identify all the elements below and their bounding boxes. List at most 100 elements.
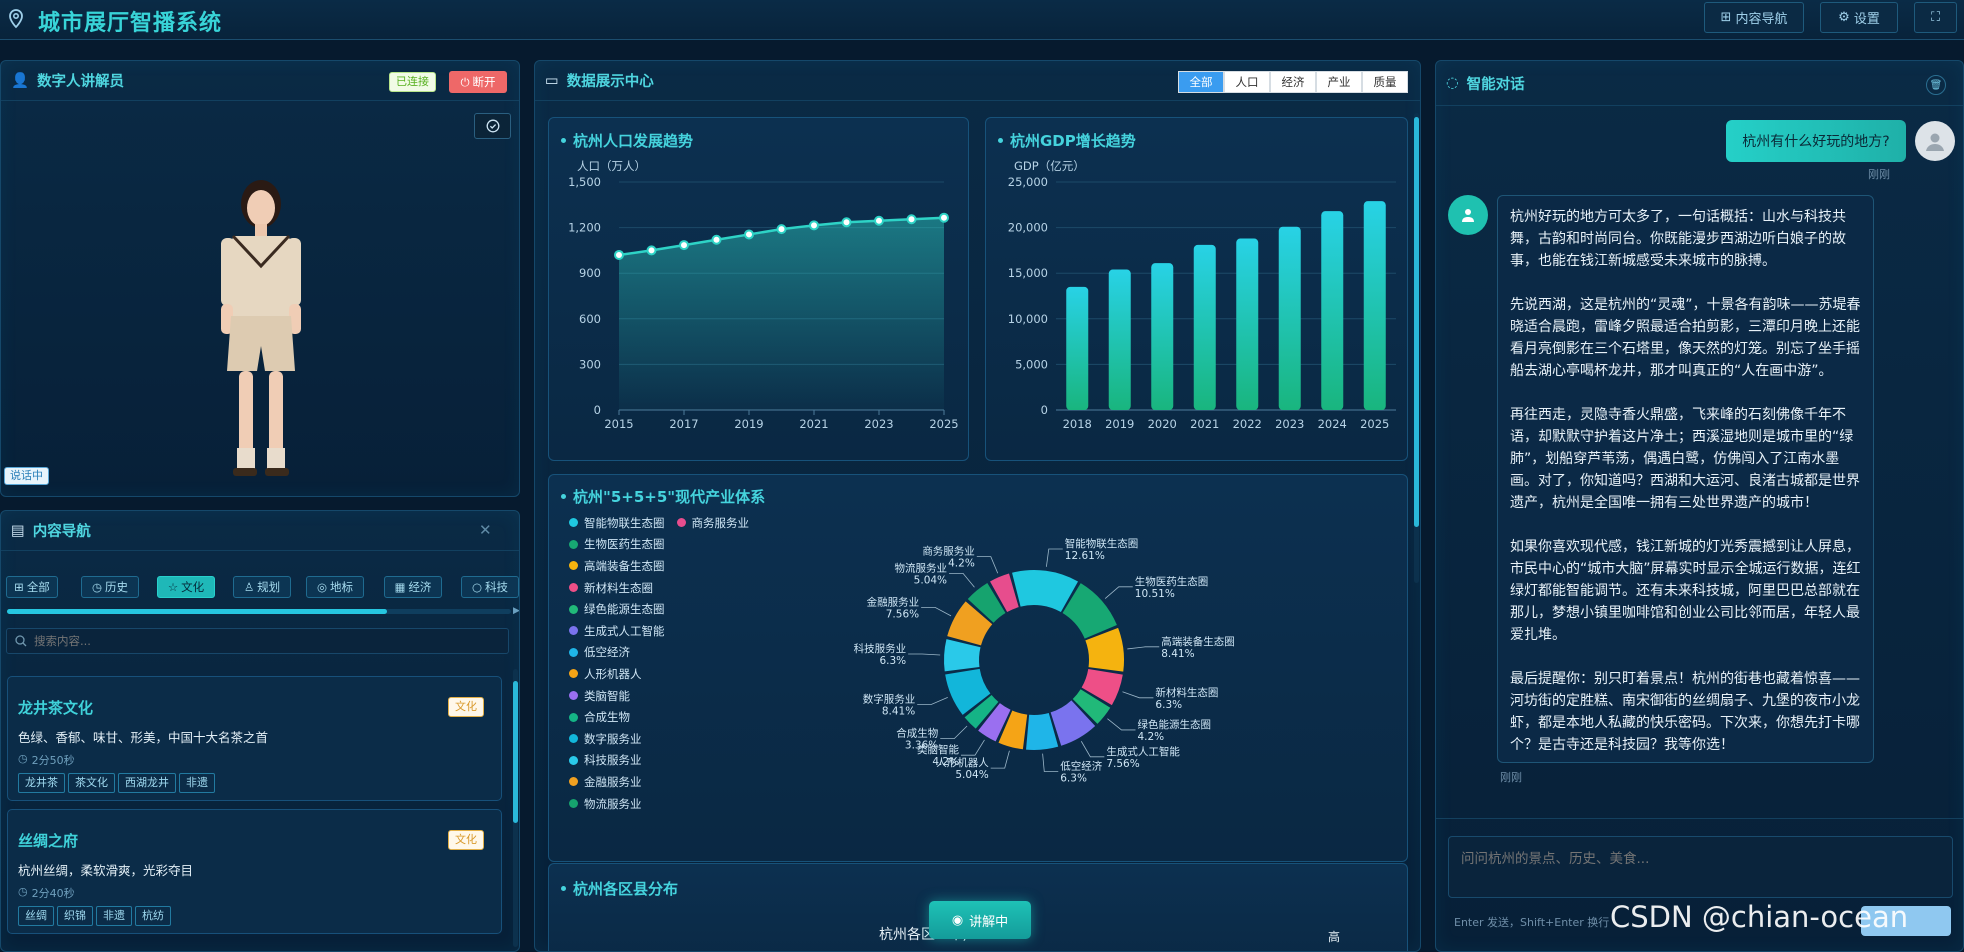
data-center-header: ▭ 数据展示中心 <box>535 61 1420 101</box>
clock-icon: ◷ <box>18 752 28 765</box>
slice-name-label: 数字服务业 <box>863 693 916 706</box>
slice-percent-label: 8.41% <box>1161 648 1194 660</box>
donut-slice <box>1050 700 1096 746</box>
data-filter-tab[interactable]: 质量 <box>1362 71 1408 93</box>
cards-scrollbar[interactable] <box>513 669 518 947</box>
slice-percent-label: 8.41% <box>882 706 915 718</box>
presenter-title: 数字人讲解员 <box>37 74 125 90</box>
clear-chat-button[interactable]: 🗑 <box>1926 75 1946 95</box>
legend-label: 新材料生态圈 <box>584 580 653 595</box>
slice-name-label: 金融服务业 <box>867 595 920 608</box>
slice-percent-label: 10.51% <box>1135 588 1175 600</box>
gdp-chart-card: 杭州GDP增长趋势 GDP（亿元） 0 5,000 10,000 15,000 20,00… <box>985 117 1408 461</box>
tab-icon: ▦ <box>394 580 406 594</box>
industry-chart-title: 杭州"5+5+5"现代产业体系 <box>561 486 765 507</box>
legend-row: 低空经济 <box>569 642 769 664</box>
y-tick-label: 20,000 <box>1008 221 1048 235</box>
content-search-field[interactable] <box>6 628 509 654</box>
card-category-badge: 文化 <box>448 830 484 850</box>
play-circle-icon: ◉ <box>951 912 964 928</box>
user-message-bubble: 杭州有什么好玩的地方? <box>1726 120 1906 162</box>
legend-swatch <box>569 734 578 744</box>
gdp-bar-chart: GDP（亿元） 0 5,000 10,000 15,000 20,000 25,000 201… <box>1008 159 1396 431</box>
book-icon: ▤ <box>11 522 25 539</box>
grid-icon: ⊞ <box>1720 10 1732 25</box>
scroll-right-icon[interactable]: ▶ <box>513 606 520 616</box>
legend-swatch <box>569 518 578 528</box>
connection-status-badge: 已连接 <box>389 72 436 92</box>
data-filter-tab[interactable]: 全部 <box>1178 71 1224 93</box>
assistant-paragraph: 杭州好玩的地方可太多了，一句话概括：山水与科技共舞，古韵和时尚同台。你既能漫步西… <box>1510 209 1846 269</box>
category-tab[interactable]: ◎ 地标 <box>306 576 364 598</box>
card-tag: 龙井茶 <box>18 773 65 793</box>
slice-name-label: 智能物联生态圈 <box>1065 537 1139 550</box>
x-tick-label: 2015 <box>604 417 633 431</box>
tabs-scrollbar[interactable] <box>7 609 511 614</box>
donut-slice <box>1081 668 1123 706</box>
legend-swatch <box>569 777 578 787</box>
label-leader <box>1080 741 1105 758</box>
data-center-scrollbar[interactable] <box>1414 113 1419 583</box>
data-filter-tab[interactable]: 产业 <box>1316 71 1362 93</box>
donut-slice <box>998 710 1028 750</box>
legend-label: 商务服务业 <box>691 515 750 530</box>
content-nav-button[interactable]: ⊞ 内容导航 <box>1704 2 1804 33</box>
data-center-scrollbar-thumb[interactable] <box>1414 117 1419 527</box>
disconnect-button[interactable]: ⏻ 断开 <box>449 71 507 93</box>
slice-name-label: 高端装备生态圈 <box>1161 635 1235 648</box>
user-message-time: 刚刚 <box>1868 168 1890 181</box>
slice-name-label: 人形机器人 <box>936 756 989 769</box>
close-icon[interactable]: ✕ <box>479 521 492 539</box>
legend-row: 人形机器人 <box>569 663 769 685</box>
data-point <box>711 234 722 245</box>
presenter-header: 👤 数字人讲解员 <box>1 61 519 101</box>
settings-button[interactable]: ⚙ 设置 <box>1820 2 1898 33</box>
data-point <box>646 245 657 256</box>
user-icon <box>1926 133 1944 151</box>
slice-percent-label: 6.3% <box>1060 773 1087 785</box>
data-filter-tab[interactable]: 经济 <box>1270 71 1316 93</box>
category-tab[interactable]: ○ 科技 <box>461 576 519 598</box>
chat-input-box[interactable] <box>1448 836 1953 898</box>
content-card[interactable]: 龙井茶文化 文化 色绿、香郁、味甘、形美，中国十大名茶之首 ◷ 2分50秒 龙井茶… <box>7 676 502 801</box>
content-nav-title: 内容导航 <box>32 524 91 540</box>
chat-panel: ◌ 智能对话 🗑 杭州有什么好玩的地方? 刚刚 杭州好玩的地方可太多了，一句话概… <box>1435 60 1964 952</box>
legend-label: 金融服务业 <box>584 774 642 789</box>
tab-label: 科技 <box>485 580 509 594</box>
x-tick-label: 2022 <box>1233 417 1262 431</box>
category-tab[interactable]: ☆ 文化 <box>157 576 215 598</box>
category-tab[interactable]: ◷ 历史 <box>81 576 139 598</box>
fullscreen-button[interactable]: ⛶ <box>1914 2 1957 33</box>
chat-input[interactable] <box>1461 847 1940 887</box>
slice-percent-label: 4.2% <box>1137 731 1164 743</box>
explaining-button[interactable]: ◉ 讲解中 <box>929 901 1031 939</box>
category-tab[interactable]: ♙ 规划 <box>233 576 291 598</box>
slice-percent-label: 5.04% <box>955 769 988 781</box>
send-button[interactable] <box>1861 906 1951 936</box>
label-leader <box>976 556 999 574</box>
category-tab[interactable]: ⊞ 全部 <box>6 576 58 598</box>
user-avatar <box>1915 121 1955 161</box>
label-leader <box>1042 753 1059 772</box>
y-tick-label: 15,000 <box>1008 266 1048 280</box>
gdp-chart-title: 杭州GDP增长趋势 <box>998 130 1136 151</box>
content-card[interactable]: 丝绸之府 文化 杭州丝绸，柔软滑爽，光彩夺目 ◷ 2分40秒 丝绸 织锦 非遗 杭纺 <box>7 809 502 934</box>
digital-avatar <box>221 180 301 476</box>
industry-donut-chart: 智能物联生态圈12.61%生物医药生态圈10.51%高端装备生态圈8.41%新材… <box>854 537 1235 785</box>
y-axis-label: 人口（万人） <box>577 159 646 173</box>
data-filter-tab[interactable]: 人口 <box>1224 71 1270 93</box>
label-leader <box>1127 646 1160 650</box>
cards-scrollbar-thumb[interactable] <box>513 681 518 823</box>
search-input[interactable] <box>34 634 494 648</box>
data-point <box>939 212 949 223</box>
tabs-scrollbar-thumb[interactable] <box>7 609 387 614</box>
category-tab[interactable]: ▦ 经济 <box>384 576 442 598</box>
assistant-paragraph: 最后提醒你：别只盯着景点！杭州的街巷也藏着惊喜——河坊街的定胜糕、南宋御街的丝绸… <box>1510 671 1860 753</box>
slice-name-label: 类脑智能 <box>917 743 959 756</box>
card-tags: 龙井茶 茶文化 西湖龙井 非遗 <box>18 773 218 793</box>
check-toggle-button[interactable] <box>474 113 511 139</box>
slice-name-label: 新材料生态圈 <box>1155 686 1218 699</box>
slice-percent-label: 6.3% <box>879 655 906 667</box>
gdp-bar <box>1108 269 1131 410</box>
card-tag: 非遗 <box>179 773 215 793</box>
